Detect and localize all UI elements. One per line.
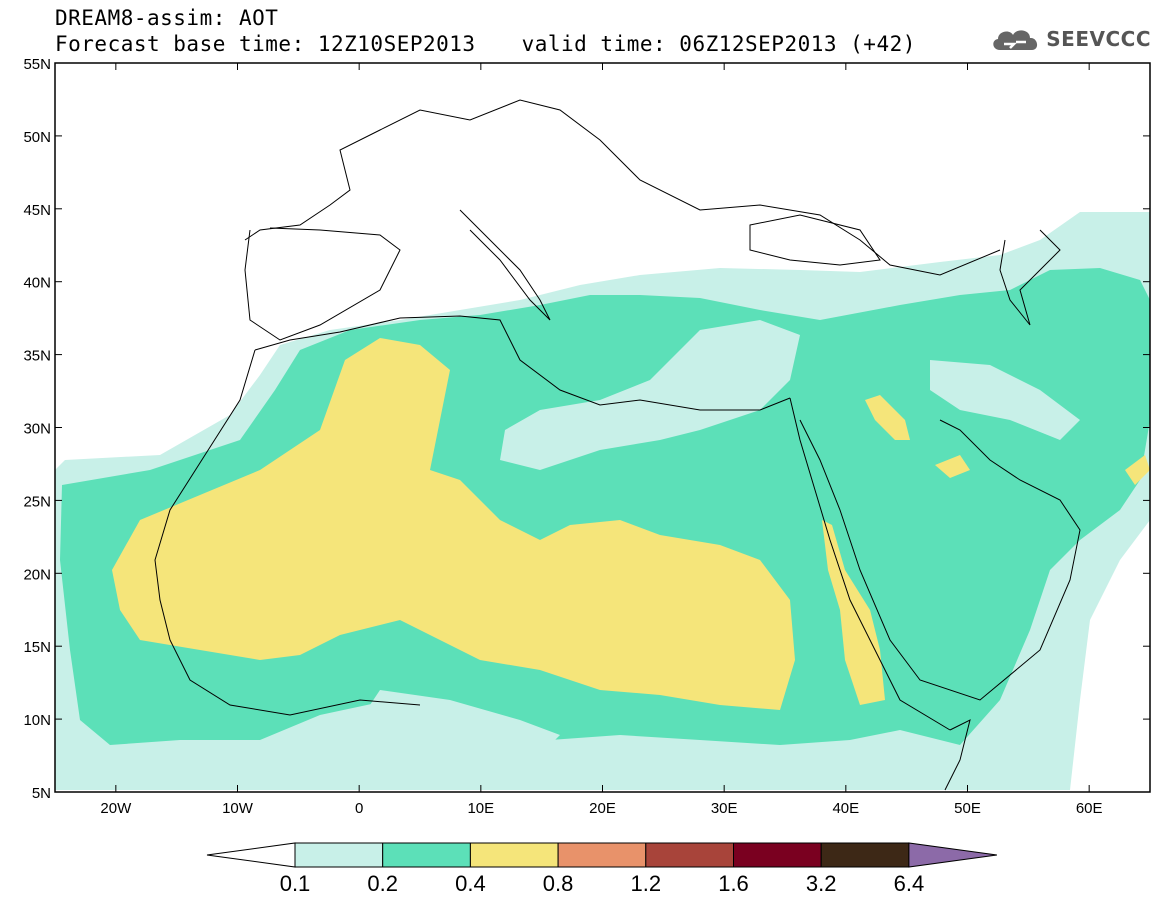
lat-tick-label: 25N — [23, 493, 51, 510]
colorbar-label: 1.2 — [631, 871, 662, 896]
colorbar-box — [469, 842, 559, 868]
aot-level-0.1-south — [360, 690, 560, 755]
black-sea — [749, 214, 881, 266]
colorbar-label: 0.2 — [367, 871, 398, 896]
logo-text: SEEVCCC — [1046, 27, 1151, 51]
lon-tick-label: 30E — [711, 800, 738, 817]
lat-tick-label: 20N — [23, 566, 51, 583]
aot-level-0.4-arabia — [1125, 455, 1150, 485]
coastline-iberia — [244, 227, 401, 341]
colorbar-label: 6.4 — [894, 871, 925, 896]
title-line-1: DREAM8-assim: AOT — [55, 6, 279, 30]
cloud-logo-icon — [993, 30, 1038, 50]
colorbar-box — [733, 842, 822, 868]
coastline-europe — [244, 99, 1001, 276]
lon-tick-label: 20E — [589, 800, 616, 817]
coastlines — [154, 99, 1081, 791]
aot-level-0.4-redsea — [822, 520, 885, 705]
colorbar-label: 3.2 — [806, 871, 837, 896]
coastline-italy — [459, 209, 551, 321]
lat-tick-label: 50N — [23, 129, 51, 146]
colorbar-label: 0.8 — [543, 871, 574, 896]
latitude-axis: 5N 10N 15N 20N 25N 30N 35N 40N 45N 50N 55N — [23, 56, 1150, 802]
colorbar-min-triangle — [206, 842, 296, 868]
coastline-africa-west — [154, 349, 421, 716]
lat-tick-label: 45N — [23, 202, 51, 219]
colorbar-label: 0.4 — [455, 871, 486, 896]
colorbar-box — [645, 842, 734, 868]
lat-tick-label: 40N — [23, 275, 51, 292]
title-line-2: Forecast base time: 12Z10SEP2013 valid ti… — [55, 32, 916, 56]
coastline-redsea — [789, 397, 951, 731]
lon-tick-label: 60E — [1076, 800, 1103, 817]
aot-level-0.4-region — [112, 338, 795, 710]
lon-tick-label: 20W — [100, 800, 132, 817]
colorbar-label: 0.1 — [280, 871, 311, 896]
seevccc-logo: SEEVCCC — [988, 20, 1151, 58]
caspian-sea — [999, 229, 1061, 326]
aot-level-0.1-hole — [500, 320, 800, 470]
colorbar: 0.1 0.2 0.4 0.8 1.2 1.6 3.2 6.4 — [206, 842, 997, 896]
coastline-arabia — [799, 419, 1081, 701]
colorbar-box — [294, 842, 384, 868]
forecast-base-time: Forecast base time: 12Z10SEP2013 — [55, 32, 476, 56]
valid-time: valid time: 06Z12SEP2013 (+42) — [521, 32, 916, 56]
lon-tick-label: 40E — [832, 800, 859, 817]
coastline-north-africa — [254, 315, 791, 411]
lat-tick-label: 5N — [32, 785, 51, 802]
aot-field — [55, 212, 1150, 790]
aot-level-0.1-hole — [930, 360, 1080, 440]
lat-tick-label: 15N — [23, 639, 51, 656]
aot-level-0.4-gulf — [935, 455, 970, 478]
lat-tick-label: 35N — [23, 348, 51, 365]
colorbar-max-triangle — [908, 842, 997, 868]
lon-tick-label: 10E — [467, 800, 494, 817]
colorbar-label: 1.6 — [718, 871, 749, 896]
colorbar-box — [820, 842, 910, 868]
lon-tick-label: 10W — [222, 800, 254, 817]
aot-level-0.4-iraq — [865, 395, 910, 440]
colorbar-box — [557, 842, 647, 868]
lon-tick-label: 50E — [954, 800, 981, 817]
lon-tick-label: 0 — [355, 800, 363, 817]
lat-tick-label: 55N — [23, 56, 51, 73]
coastline-east-africa — [944, 719, 971, 791]
longitude-axis: 20W 10W 0 10E 20E 30E 40E 50E 60E — [100, 63, 1103, 817]
lat-tick-label: 10N — [23, 712, 51, 729]
lat-tick-label: 30N — [23, 421, 51, 438]
colorbar-box — [382, 842, 471, 868]
